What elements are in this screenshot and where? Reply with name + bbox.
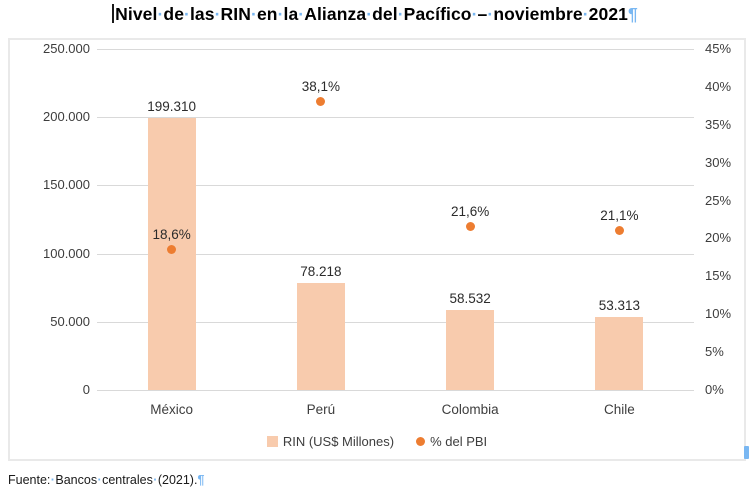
bar-value-label: 78.218 bbox=[300, 264, 342, 279]
pbi-value-label: 21,1% bbox=[600, 208, 639, 223]
space-formatting-mark: · bbox=[214, 4, 221, 24]
pbi-dot-colombia bbox=[466, 222, 475, 231]
legend-item-pbi: % del PBI bbox=[416, 434, 487, 449]
y-axis-right-tick: 20% bbox=[705, 230, 732, 245]
y-axis-right-tick: 25% bbox=[705, 193, 732, 208]
x-axis-label-colombia: Colombia bbox=[441, 402, 499, 417]
y-axis-right-tick: 45% bbox=[705, 41, 732, 56]
space-formatting-mark: · bbox=[366, 4, 373, 24]
space-formatting-mark: · bbox=[487, 4, 494, 24]
space-formatting-mark: · bbox=[298, 4, 305, 24]
bar-chile bbox=[595, 317, 643, 390]
y-axis-right-tick: 15% bbox=[705, 268, 732, 283]
bar-value-label: 53.313 bbox=[598, 298, 641, 313]
x-axis-label-chile: Chile bbox=[603, 402, 635, 417]
source-note-text: Fuente:·Bancos·centrales·(2021).¶ bbox=[8, 473, 205, 487]
legend-label: RIN (US$ Millones) bbox=[282, 433, 395, 449]
x-axis-label-méxico: México bbox=[150, 402, 194, 417]
space-formatting-mark: · bbox=[471, 4, 478, 24]
y-axis-left-tick: 200.000 bbox=[43, 109, 90, 124]
space-formatting-mark: · bbox=[397, 4, 404, 24]
document-title[interactable]: Nivel·de·las·RIN·en·la·Alianza·del·Pacíf… bbox=[0, 4, 750, 32]
pbi-value-label: 18,6% bbox=[152, 227, 191, 242]
gridline bbox=[97, 49, 694, 50]
space-formatting-mark: · bbox=[153, 473, 158, 487]
chart-legend: RIN (US$ Millones) % del PBI bbox=[10, 432, 744, 450]
space-formatting-mark: · bbox=[582, 4, 589, 24]
space-formatting-mark: · bbox=[157, 4, 164, 24]
gridline bbox=[97, 117, 694, 118]
source-note[interactable]: Fuente:·Bancos·centrales·(2021).¶ bbox=[8, 473, 728, 491]
document-title-text: Nivel·de·las·RIN·en·la·Alianza·del·Pacíf… bbox=[115, 4, 638, 24]
y-axis-left-tick: 250.000 bbox=[43, 41, 90, 56]
y-axis-right-tick: 40% bbox=[705, 79, 732, 94]
space-formatting-mark: · bbox=[184, 4, 190, 24]
pilcrow-mark: ¶ bbox=[197, 473, 205, 487]
y-axis-right-tick: 30% bbox=[705, 155, 732, 170]
gridline bbox=[97, 390, 694, 391]
paragraph-mark-partial bbox=[744, 446, 749, 459]
gridline bbox=[97, 254, 694, 255]
y-axis-right-tick: 35% bbox=[705, 117, 732, 132]
space-formatting-mark: · bbox=[277, 4, 284, 24]
pbi-value-label: 38,1% bbox=[301, 79, 341, 94]
space-formatting-mark: · bbox=[50, 473, 55, 487]
bar-perú bbox=[297, 283, 345, 390]
bar-colombia bbox=[446, 310, 494, 390]
space-formatting-mark: · bbox=[97, 473, 102, 487]
y-axis-right-tick: 0% bbox=[705, 382, 724, 397]
y-axis-left-tick: 50.000 bbox=[50, 314, 90, 329]
y-axis-right-tick: 5% bbox=[705, 344, 724, 359]
bar-méxico bbox=[148, 118, 196, 390]
text-cursor bbox=[112, 4, 115, 23]
gridline bbox=[97, 322, 694, 323]
pbi-dot-méxico bbox=[167, 245, 176, 254]
space-formatting-mark: · bbox=[251, 4, 257, 24]
gridline bbox=[97, 185, 694, 186]
pbi-dot-chile bbox=[615, 226, 624, 235]
pbi-value-label: 21,6% bbox=[450, 204, 490, 219]
y-axis-left-tick: 100.000 bbox=[43, 246, 90, 261]
legend-item-rin: RIN (US$ Millones) bbox=[266, 433, 395, 449]
pbi-dot-perú bbox=[316, 97, 325, 106]
bar-swatch-icon bbox=[266, 435, 278, 447]
legend-label: % del PBI bbox=[430, 433, 488, 449]
pilcrow-mark: ¶ bbox=[628, 4, 638, 24]
bar-value-label: 58.532 bbox=[449, 291, 491, 306]
y-axis-left-tick: 0 bbox=[82, 382, 90, 397]
x-axis-label-perú: Perú bbox=[306, 402, 336, 417]
dot-swatch-icon bbox=[416, 436, 426, 446]
y-axis-right-tick: 10% bbox=[705, 306, 732, 321]
chart-object[interactable]: 250.000 200.000 150.000 100.000 50.000 0 45% 4… bbox=[8, 38, 746, 461]
bar-value-label: 199.310 bbox=[147, 99, 197, 114]
y-axis-left-tick: 150.000 bbox=[43, 177, 90, 192]
